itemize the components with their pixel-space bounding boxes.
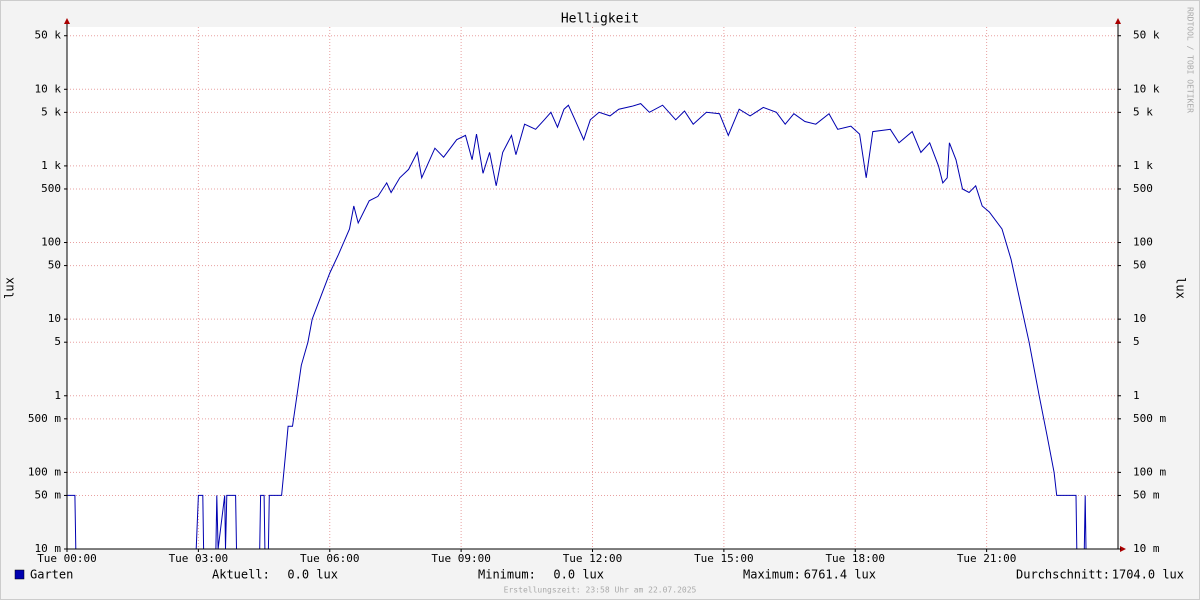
- x-tick-label: Tue 18:00: [825, 552, 885, 565]
- footer: Erstellungszeit: 23:58 Uhr am 22.07.2025: [504, 586, 697, 595]
- y2-tick-label: 5 k: [1133, 105, 1153, 118]
- y-tick-label: 5 k: [41, 105, 61, 118]
- y2-axis-label: lux: [1174, 277, 1188, 299]
- y2-tick-label: 100: [1133, 236, 1153, 249]
- y2-tick-label: 500: [1133, 182, 1153, 195]
- side-label: RRDTOOL / TOBI OETIKER: [1186, 7, 1195, 113]
- y2-tick-label: 10: [1133, 312, 1146, 325]
- y2-tick-label: 100 m: [1133, 465, 1166, 478]
- y2-tick-label: 50: [1133, 259, 1146, 272]
- y-tick-label: 100: [41, 236, 61, 249]
- y-tick-label: 1: [54, 389, 61, 402]
- y-tick-label: 10 k: [35, 82, 62, 95]
- y-tick-label: 50: [48, 259, 61, 272]
- y2-tick-label: 5: [1133, 335, 1140, 348]
- stat-value: 0.0 lux: [287, 568, 338, 582]
- y2-tick-label: 10 k: [1133, 82, 1160, 95]
- axis-arrow: [1120, 546, 1126, 552]
- stat-label: Durchschnitt:: [1016, 568, 1110, 582]
- legend-label: Garten: [30, 568, 73, 582]
- stat-value: 0.0 lux: [553, 568, 604, 582]
- y-tick-label: 5: [54, 335, 61, 348]
- y2-tick-label: 50 m: [1133, 488, 1160, 501]
- axis-arrow: [1115, 18, 1121, 24]
- y-tick-label: 1 k: [41, 159, 61, 172]
- series-line: [67, 103, 1118, 550]
- y-tick-label: 10: [48, 312, 61, 325]
- x-tick-label: Tue 21:00: [957, 552, 1017, 565]
- stat-label: Aktuell:: [212, 568, 270, 582]
- legend-swatch: [14, 569, 25, 580]
- y-tick-label: 100 m: [28, 465, 61, 478]
- stat-value: 1704.0 lux: [1112, 568, 1184, 582]
- y2-tick-label: 50 k: [1133, 29, 1160, 42]
- stat-label: Minimum:: [478, 568, 536, 582]
- x-tick-label: Tue 00:00: [37, 552, 97, 565]
- chart-title: Helligkeit: [561, 12, 639, 27]
- y-tick-label: 500: [41, 182, 61, 195]
- stat-value: 6761.4 lux: [804, 568, 876, 582]
- y-tick-label: 50 k: [35, 29, 62, 42]
- x-tick-label: Tue 06:00: [300, 552, 360, 565]
- y-tick-label: 50 m: [35, 488, 62, 501]
- y-tick-label: 500 m: [28, 412, 61, 425]
- y2-tick-label: 10 m: [1133, 542, 1160, 555]
- x-tick-label: Tue 09:00: [431, 552, 491, 565]
- stat-label: Maximum:: [743, 568, 801, 582]
- x-tick-label: Tue 15:00: [694, 552, 754, 565]
- y-tick-label: 10 m: [35, 542, 62, 555]
- y2-tick-label: 1 k: [1133, 159, 1153, 172]
- x-tick-label: Tue 03:00: [169, 552, 229, 565]
- y2-tick-label: 1: [1133, 389, 1140, 402]
- x-tick-label: Tue 12:00: [563, 552, 623, 565]
- y2-tick-label: 500 m: [1133, 412, 1166, 425]
- axis-arrow: [64, 18, 70, 24]
- y-axis-label: lux: [3, 277, 17, 299]
